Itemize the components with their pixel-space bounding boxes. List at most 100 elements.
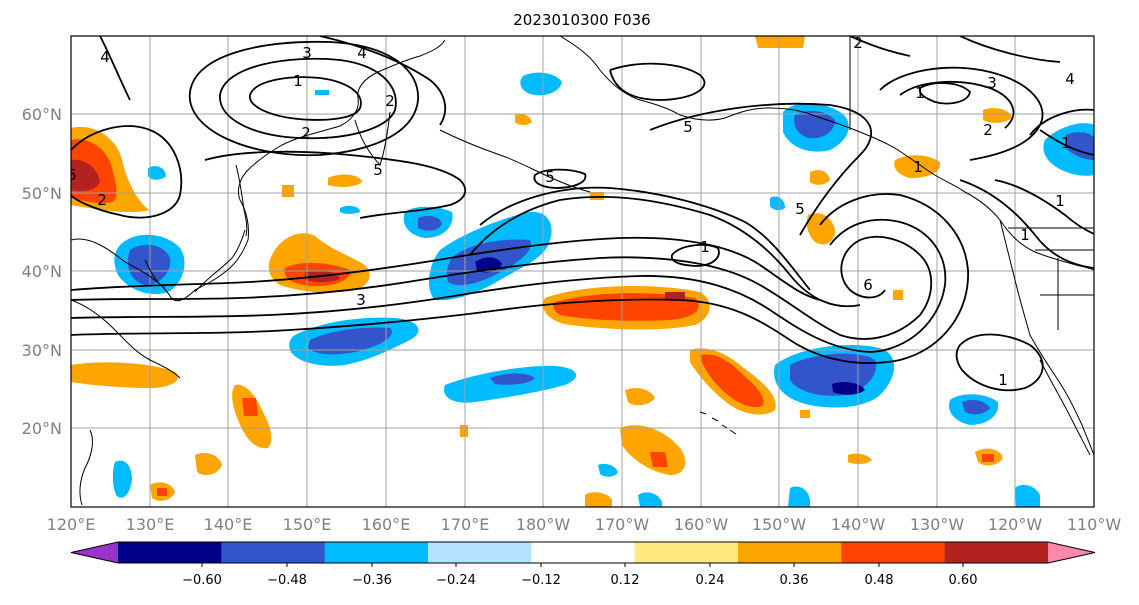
map-frame xyxy=(70,35,1095,508)
contour-label: 3 xyxy=(987,74,997,92)
coast-hawaii xyxy=(699,411,737,435)
colorbar-tick-labels: −0.60 −0.48 −0.36 −0.24 −0.12 0.12 0.24 … xyxy=(182,573,977,588)
colorbar-extend-low xyxy=(71,542,118,563)
fill-positive-south2 xyxy=(195,453,222,476)
contour-ne-top xyxy=(849,36,1061,63)
contour-label: 5 xyxy=(683,118,693,136)
contour-label: 4 xyxy=(357,44,367,62)
contour-label: 5 xyxy=(67,166,77,184)
fill-positive-south4-core xyxy=(650,452,668,467)
colorbar-tick-label: 0.24 xyxy=(696,573,725,588)
colorbar-segment xyxy=(324,542,429,563)
contour-low-1 xyxy=(249,76,362,121)
colorbar-tick-label: 0.48 xyxy=(865,573,894,588)
contour-label: 1 xyxy=(915,84,925,102)
contour-mid-jet-a xyxy=(71,236,821,301)
border-states xyxy=(1035,249,1094,330)
lon-label: 160°E xyxy=(362,515,411,534)
coast-china xyxy=(71,299,181,379)
fill-negative-north-sm xyxy=(315,90,329,95)
contour-label: 1 xyxy=(1055,192,1065,210)
contour-low-2 xyxy=(219,57,397,140)
fill-positive-tail-core xyxy=(700,354,764,408)
fill-positive-bit5 xyxy=(590,192,604,200)
colorbar-segment xyxy=(221,542,326,563)
contour-label: 2 xyxy=(97,191,107,209)
fill-negative-south5-core xyxy=(962,400,990,415)
contour-5-closed xyxy=(533,168,587,189)
contour-2-jet xyxy=(71,218,947,353)
contour-label: 2 xyxy=(853,34,863,52)
colorbar-segment xyxy=(531,542,636,563)
colorbar-segment xyxy=(841,542,946,563)
lon-label: 160°W xyxy=(674,515,729,534)
contour-4-top xyxy=(319,36,447,126)
colorbar-ticks xyxy=(201,563,964,567)
contour-mid-jet-c xyxy=(479,186,811,291)
contour-label: 2 xyxy=(301,124,311,142)
colorbar-segment xyxy=(634,542,739,563)
colorbar-extend-high xyxy=(1048,542,1095,563)
map-layers: 4 3 4 1 2 5 2 5 3 1 5 5 6 1 2 1 3 4 2 1 … xyxy=(67,34,1094,507)
fill-positive-bit3 xyxy=(460,425,468,437)
colorbar-tick-label: −0.60 xyxy=(182,573,222,588)
contour-ne-coast1 xyxy=(959,179,1094,269)
colorbar-segments xyxy=(70,541,1096,564)
contour-label: 5 xyxy=(795,200,805,218)
lon-label: 170°E xyxy=(441,515,490,534)
coast-sakhalin xyxy=(235,164,248,237)
lon-label: 110°W xyxy=(1067,515,1122,534)
contour-label: 4 xyxy=(100,48,110,66)
lat-label: 60°N xyxy=(22,105,62,124)
lat-label: 40°N xyxy=(22,262,62,281)
fill-positive-ne xyxy=(983,108,1012,123)
coast-korea xyxy=(144,259,166,289)
lon-label: 130°E xyxy=(126,515,175,534)
fill-positive-south1-core xyxy=(242,398,258,416)
fill-positive-south8-core xyxy=(982,454,994,462)
fill-positive-bit4 xyxy=(800,410,810,418)
colorbar-tick-label: 0.12 xyxy=(611,573,640,588)
colorbar-tick-label: 0.60 xyxy=(949,573,978,588)
contour-west-low xyxy=(71,125,183,219)
fill-positive-west-max xyxy=(71,159,100,192)
anomaly-fills xyxy=(71,36,1094,507)
coastlines xyxy=(71,36,1094,506)
contour-label: 2 xyxy=(983,121,993,139)
fill-positive-bit7 xyxy=(810,170,830,185)
contour-label: 5 xyxy=(373,161,383,179)
lon-label: 150°E xyxy=(283,515,332,534)
contour-ne-coast2 xyxy=(994,179,1094,235)
contour-label: 1 xyxy=(1020,226,1030,244)
fill-positive-band-max xyxy=(665,292,685,300)
fill-negative-south6 xyxy=(1015,484,1040,507)
colorbar-tick-label: −0.48 xyxy=(267,573,307,588)
longitude-labels: 120°E 130°E 140°E 150°E 160°E 170°E 180°… xyxy=(47,515,1122,534)
lon-label: 180°W xyxy=(516,515,571,534)
fill-positive-south6 xyxy=(585,492,612,507)
colorbar-tick-label: 0.36 xyxy=(780,573,809,588)
fill-negative-bit1 xyxy=(340,205,360,214)
fill-negative-165e-core xyxy=(418,216,442,231)
colorbar-segment xyxy=(738,542,842,563)
fill-positive-subtrop xyxy=(71,362,179,388)
contour-5-north xyxy=(204,150,467,219)
coast-kamchatka xyxy=(354,111,391,166)
coast-asia xyxy=(71,39,446,302)
lon-label: 150°W xyxy=(752,515,807,534)
fill-negative-bit2 xyxy=(148,166,166,180)
contours xyxy=(71,36,1094,392)
contour-ne-right xyxy=(1029,108,1094,136)
lat-label: 20°N xyxy=(22,419,62,438)
coast-japan xyxy=(194,229,246,293)
fill-negative-south3 xyxy=(638,492,662,507)
map-title: 2023010300 F036 xyxy=(513,11,650,29)
colorbar-tick-label: −0.24 xyxy=(436,573,476,588)
fill-positive-bc2 xyxy=(806,213,835,245)
lon-label: 140°E xyxy=(204,515,253,534)
fill-negative-south1 xyxy=(112,460,132,498)
lon-label: 130°W xyxy=(910,515,965,534)
fill-negative-south2 xyxy=(598,463,618,477)
latitude-labels: 60°N 50°N 40°N 30°N 20°N xyxy=(22,105,62,438)
